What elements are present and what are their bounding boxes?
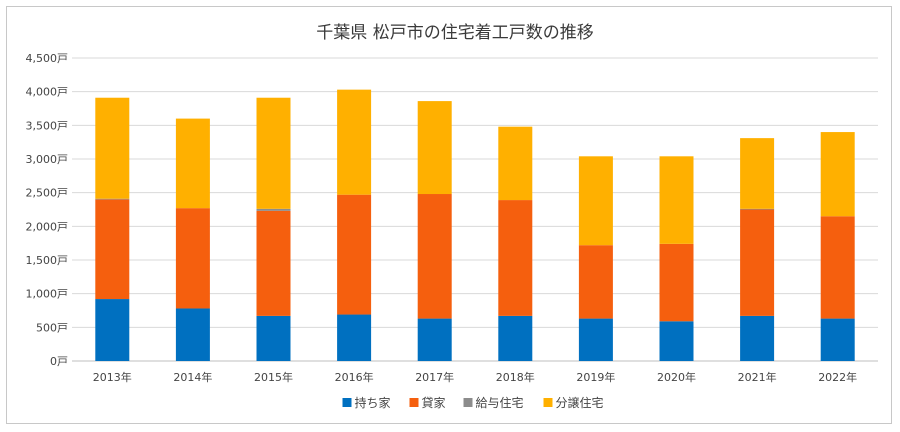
legend: 持ち家 貸家 給与住宅 分譲住宅 [342,395,604,410]
bar-segment [175,118,210,209]
y-axis-ticks: 0戸 500戸 1,000戸 1,500戸 2,000戸 2,500戸 3,000戸 3,50… [26,52,69,368]
bar-segment [578,245,613,319]
bars [95,89,855,361]
bar-segment [578,318,613,361]
bar-segment [498,200,533,316]
y-tick-label: 4,500戸 [26,52,69,65]
y-tick-label: 2,500戸 [26,187,69,200]
x-axis-ticks: 2013年 2014年 2015年 2016年 2017年 2018年 2019年 2020年… [93,370,857,384]
bar-segment [256,315,291,361]
x-tick-label: 2016年 [335,370,374,384]
bar-segment [740,209,775,316]
bar-segment [256,210,291,316]
bar-segment [337,314,372,361]
x-tick-label: 2022年 [818,370,857,384]
legend-label: 給与住宅 [476,395,524,410]
bar-segment [820,216,855,319]
x-tick-label: 2021年 [738,370,777,384]
bar-segment [417,194,452,319]
bar-segment [820,132,855,217]
y-tick-label: 4,000戸 [26,86,69,99]
bar-segment [95,299,130,361]
bar-segment [417,318,452,361]
bar-segment [740,315,775,361]
x-tick-label: 2014年 [173,370,212,384]
bar-segment [740,208,775,210]
bar-segment [256,208,291,211]
y-tick-label: 1,000戸 [26,288,69,301]
bar-segment [498,315,533,361]
bar-segment [820,318,855,361]
bar-segment [498,126,533,201]
y-tick-label: 0戸 [50,355,68,368]
y-tick-label: 1,500戸 [26,254,69,267]
x-tick-label: 2017年 [415,370,454,384]
y-tick-label: 500戸 [36,321,68,334]
legend-swatch [543,398,553,407]
y-tick-label: 3,500戸 [26,119,69,132]
bar-segment [256,97,291,209]
bar-segment [95,199,130,300]
bar-segment [578,156,613,246]
bar-segment [95,198,130,200]
legend-swatch [463,398,473,407]
bar-segment [175,308,210,361]
bar-segment [337,194,372,315]
bar-segment [659,321,694,361]
x-tick-label: 2015年 [254,370,293,384]
legend-label: 持ち家 [355,395,391,410]
bar-segment [740,138,775,209]
legend-swatch [409,398,419,407]
bar-segment [337,89,372,195]
bar-segment [659,156,694,244]
legend-label: 分譲住宅 [556,395,604,410]
x-tick-label: 2018年 [496,370,535,384]
y-tick-label: 2,000戸 [26,220,69,233]
bar-segment [659,243,694,322]
legend-label: 貸家 [422,395,446,410]
bar-segment [95,97,130,199]
x-tick-label: 2020年 [657,370,696,384]
bar-segment [417,101,452,195]
legend-swatch [342,398,352,407]
y-tick-label: 3,000戸 [26,153,69,166]
x-tick-label: 2019年 [576,370,615,384]
bar-segment [175,208,210,309]
chart-title: 千葉県 松戸市の住宅着工戸数の推移 [316,23,593,43]
x-tick-label: 2013年 [93,370,132,384]
